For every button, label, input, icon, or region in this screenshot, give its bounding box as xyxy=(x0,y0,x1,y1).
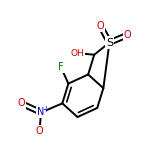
Text: O: O xyxy=(36,126,43,136)
Text: O: O xyxy=(97,21,104,31)
Text: OH: OH xyxy=(71,49,84,58)
Text: O: O xyxy=(124,30,131,40)
Text: O: O xyxy=(17,98,25,108)
Text: +: + xyxy=(42,105,49,114)
Text: F: F xyxy=(58,62,64,72)
Text: N: N xyxy=(37,107,45,117)
Text: S: S xyxy=(106,38,113,48)
